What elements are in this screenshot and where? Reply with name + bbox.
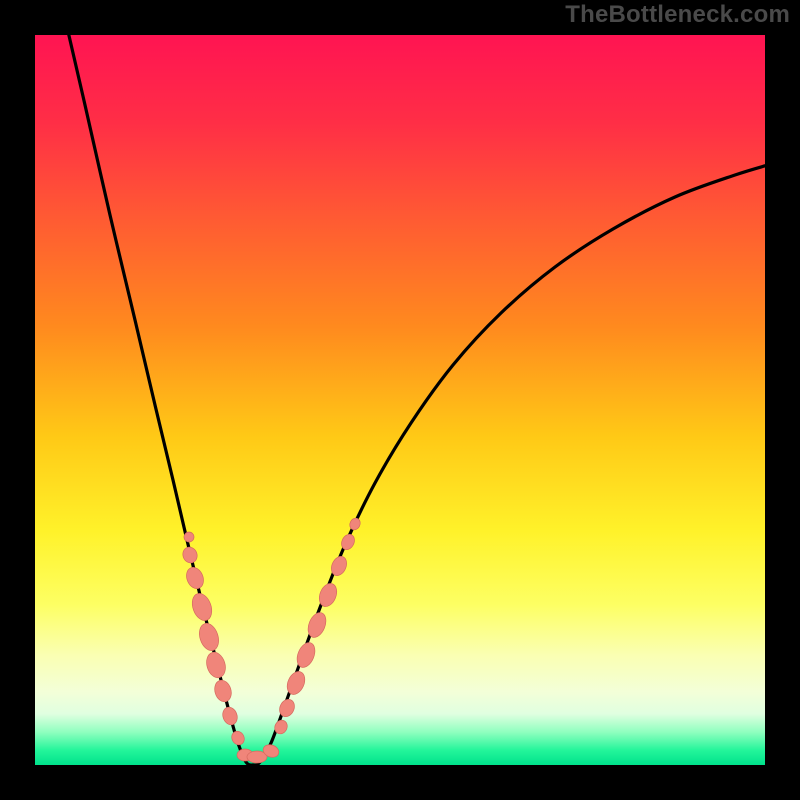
marker-left [183,565,206,591]
plot-area [35,35,765,765]
marker-left [204,650,229,680]
marker-left [181,545,200,565]
chart-svg [35,35,765,765]
marker-left [212,678,234,704]
chart-frame: TheBottleneck.com [0,0,800,800]
watermark-text: TheBottleneck.com [565,1,790,29]
marker-left [184,532,194,542]
bottleneck-curve [67,35,765,765]
marker-left [229,729,246,747]
marker-left [189,591,215,623]
marker-left [196,621,222,653]
marker-right [284,669,308,697]
marker-right [348,516,362,531]
marker-left [220,705,239,727]
